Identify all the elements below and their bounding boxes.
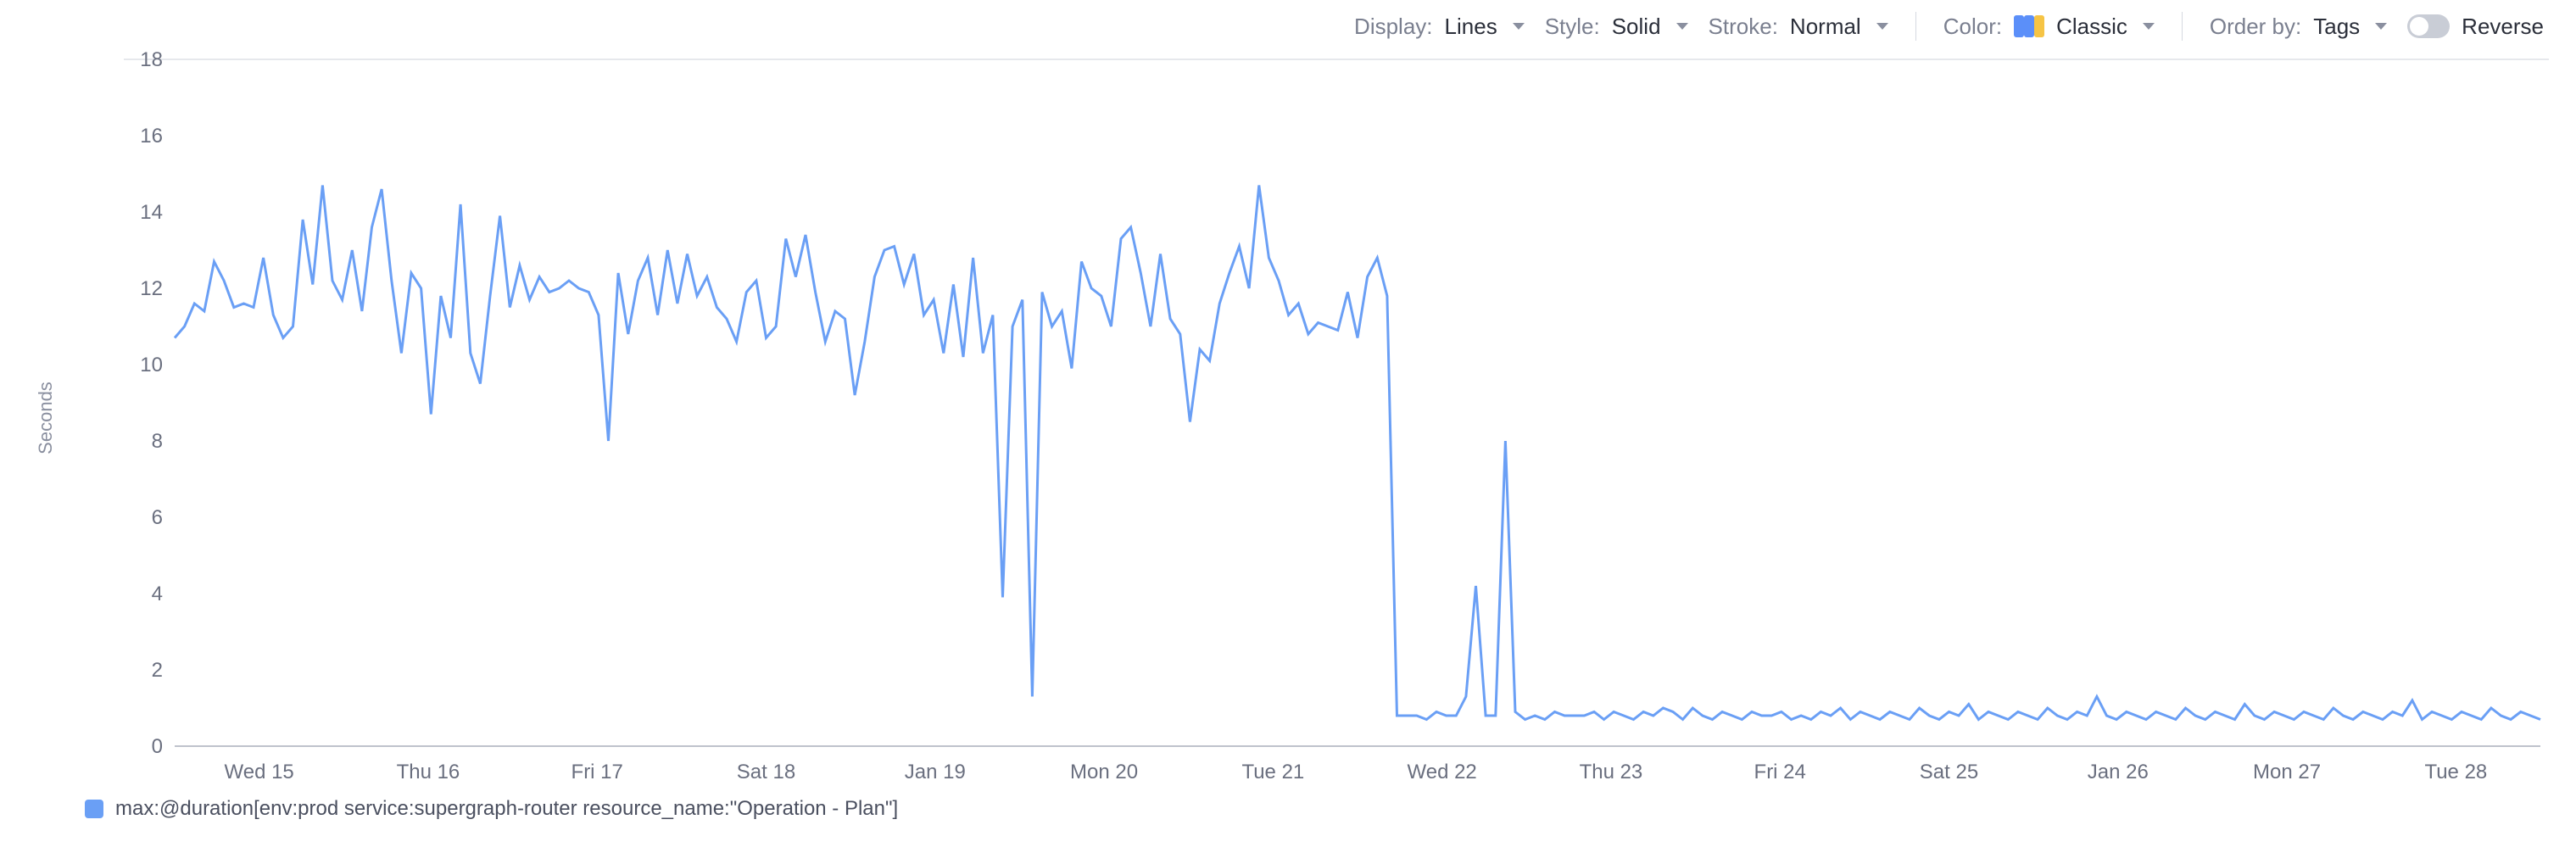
chevron-down-icon [1876, 23, 1888, 30]
svg-text:0: 0 [152, 735, 163, 758]
orderby-selector[interactable]: Order by: Tags [2210, 14, 2387, 40]
svg-text:Mon 20: Mon 20 [1070, 761, 1138, 783]
svg-text:Fri 17: Fri 17 [572, 761, 623, 783]
palette-swatch-icon [2014, 15, 2044, 37]
chevron-down-icon [2375, 23, 2387, 30]
style-value: Solid [1612, 14, 1661, 40]
chart-toolbar: Display: Lines Style: Solid Stroke: Norm… [1354, 12, 2544, 41]
orderby-label: Order by: [2210, 14, 2301, 40]
svg-text:14: 14 [140, 201, 163, 224]
chevron-down-icon [1676, 23, 1688, 30]
reverse-toggle[interactable]: Reverse [2407, 14, 2544, 40]
svg-text:Tue 21: Tue 21 [1241, 761, 1304, 783]
svg-text:12: 12 [140, 277, 163, 300]
chevron-down-icon [1513, 23, 1525, 30]
display-label: Display: [1354, 14, 1432, 40]
svg-text:2: 2 [152, 659, 163, 682]
chevron-down-icon [2143, 23, 2155, 30]
svg-text:Sat 18: Sat 18 [737, 761, 795, 783]
color-label: Color: [1943, 14, 2002, 40]
display-value: Lines [1445, 14, 1497, 40]
legend-swatch [85, 800, 103, 818]
chart-plot[interactable]: 024681012141618Wed 15Thu 16Fri 17Sat 18J… [124, 51, 2549, 746]
svg-text:4: 4 [152, 583, 163, 605]
color-selector[interactable]: Color: Classic [1943, 14, 2155, 40]
toolbar-separator [1915, 12, 1916, 41]
svg-text:10: 10 [140, 354, 163, 376]
svg-text:Jan 19: Jan 19 [905, 761, 966, 783]
swatch-3 [2034, 15, 2044, 37]
svg-text:Sat 25: Sat 25 [1920, 761, 1978, 783]
swatch-1 [2014, 15, 2024, 37]
toggle-icon [2407, 14, 2450, 38]
chart-legend: max:@duration[env:prod service:supergrap… [85, 797, 898, 821]
legend-label: max:@duration[env:prod service:supergrap… [115, 797, 898, 821]
svg-text:Thu 16: Thu 16 [397, 761, 460, 783]
svg-text:8: 8 [152, 430, 163, 453]
swatch-2 [2024, 15, 2034, 37]
chart-svg: 0 2 4 6 8 10 12 14 16 18 Wed 15 Thu 16 Fri 17 Sat 18 J… [124, 51, 2549, 789]
display-selector[interactable]: Display: Lines [1354, 14, 1525, 40]
svg-text:Tue 28: Tue 28 [2424, 761, 2487, 783]
stroke-selector[interactable]: Stroke: Normal [1709, 14, 1888, 40]
chart-container: Seconds 024681012141618Wed 15Thu 16Fri 1… [39, 51, 2549, 763]
svg-text:Thu 23: Thu 23 [1580, 761, 1643, 783]
svg-text:Wed 22: Wed 22 [1408, 761, 1477, 783]
y-axis-title: Seconds [35, 382, 57, 454]
svg-text:16: 16 [140, 125, 163, 148]
toolbar-separator [2182, 12, 2183, 41]
stroke-value: Normal [1790, 14, 1861, 40]
color-value: Classic [2056, 14, 2127, 40]
svg-text:18: 18 [140, 51, 163, 71]
style-label: Style: [1545, 14, 1600, 40]
orderby-value: Tags [2313, 14, 2360, 40]
stroke-label: Stroke: [1709, 14, 1778, 40]
svg-text:6: 6 [152, 506, 163, 529]
svg-text:Mon 27: Mon 27 [2253, 761, 2321, 783]
reverse-label: Reverse [2462, 14, 2544, 40]
style-selector[interactable]: Style: Solid [1545, 14, 1688, 40]
svg-text:Jan 26: Jan 26 [2088, 761, 2149, 783]
svg-text:Wed 15: Wed 15 [225, 761, 294, 783]
svg-text:Fri 24: Fri 24 [1754, 761, 1806, 783]
